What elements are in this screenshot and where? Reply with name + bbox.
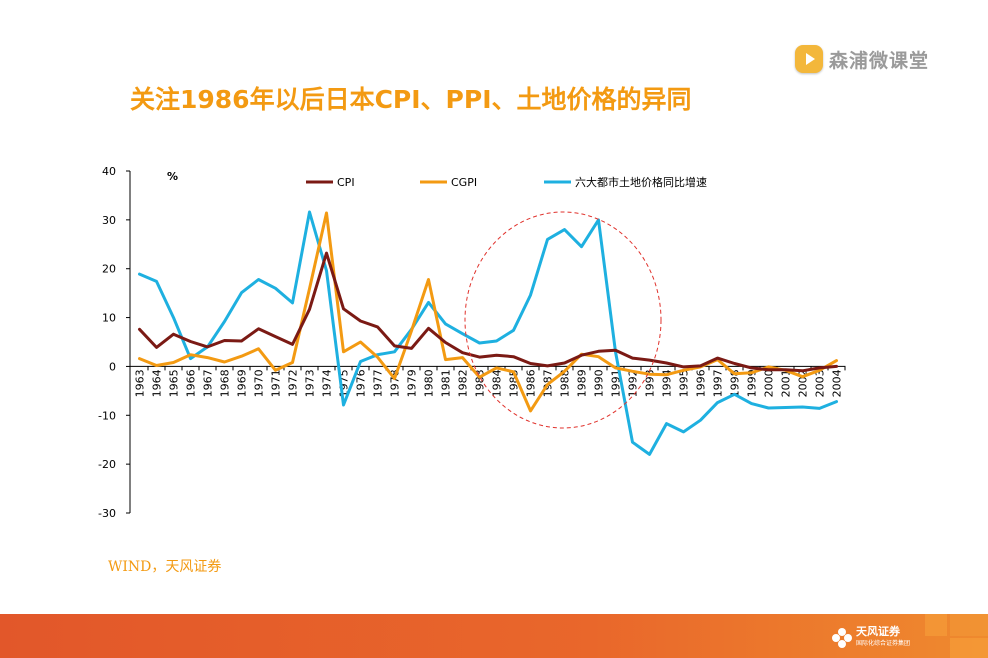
x-tick-label: 2000	[763, 369, 776, 397]
flower-icon	[832, 628, 852, 648]
x-tick-label: 1967	[202, 369, 215, 397]
x-tick-label: 2004	[831, 369, 844, 397]
x-tick-label: 1976	[355, 369, 368, 397]
x-tick-label: 1984	[491, 369, 504, 397]
x-tick-label: 1964	[151, 369, 164, 397]
x-tick-label: 1998	[729, 369, 742, 397]
brand-name: 森浦微课堂	[829, 49, 930, 72]
footer-logo: 天风证券 国际化综合证券集团	[832, 626, 910, 650]
y-tick-label: 10	[102, 312, 116, 325]
x-tick-label: 1996	[695, 369, 708, 397]
line-chart: 40 30 20 10 0 -10 -20 -30% 1963 1964 1965 1966 1967 1…	[98, 165, 846, 520]
unit-label: %	[167, 170, 178, 183]
x-tick-label: 1969	[236, 369, 249, 397]
x-tick-label: 1992	[627, 369, 640, 397]
x-tick-label: 2001	[780, 369, 793, 397]
series-line-1	[138, 251, 838, 373]
x-tick-label: 1970	[253, 369, 266, 397]
x-tick-label: 1994	[661, 369, 674, 397]
x-tick-label: 1966	[185, 369, 198, 397]
x-tick-label: 1981	[440, 369, 453, 397]
x-tick-label: 1965	[168, 369, 181, 397]
x-tick-label: 1977	[372, 369, 385, 397]
x-tick-label: 1974	[321, 369, 334, 397]
x-tick-label: 1995	[678, 369, 691, 397]
series-line-2	[138, 211, 838, 413]
footer-logo-sub: 国际化综合证券集团	[856, 640, 911, 647]
x-tick-label: 1972	[287, 369, 300, 397]
x-tick-label: 1997	[712, 369, 725, 397]
footer-bar	[0, 614, 988, 658]
x-tick-label: 1982	[457, 369, 470, 397]
x-tick-label: 1985	[508, 369, 521, 397]
legend-label: CPI	[337, 176, 355, 189]
x-tick-label: 1988	[559, 369, 572, 397]
page-title: 关注1986年以后日本CPI、PPI、土地价格的异同	[130, 85, 692, 114]
y-tick-label: 40	[102, 165, 116, 178]
x-tick-label: 1971	[270, 369, 283, 397]
play-badge-icon	[795, 45, 823, 73]
x-tick-label: 1963	[134, 369, 147, 397]
footer-logo-name: 天风证券	[856, 625, 900, 638]
highlight-circle	[464, 211, 662, 429]
series-line-3	[138, 210, 838, 456]
y-tick-label: -20	[98, 458, 116, 471]
y-tick-label: 20	[102, 263, 116, 276]
x-tick-label: 1980	[423, 369, 436, 397]
x-tick-label: 1968	[219, 369, 232, 397]
x-tick-label: 1989	[576, 369, 589, 397]
y-tick-label: 0	[109, 360, 116, 373]
x-tick-label: 2003	[814, 369, 827, 397]
x-tick-label: 1973	[304, 369, 317, 397]
x-tick-label: 1990	[593, 369, 606, 397]
brand-logo: 森浦微课堂	[795, 44, 929, 74]
y-tick-label: -10	[98, 409, 116, 422]
y-tick-label: -30	[98, 507, 116, 520]
x-tick-label: 1999	[746, 369, 759, 397]
x-tick-label: 1986	[525, 369, 538, 397]
legend-label: CGPI	[451, 176, 477, 189]
x-tick-label: 1979	[406, 369, 419, 397]
legend-label: 六大都市土地价格同比增速	[575, 175, 707, 189]
y-tick-label: 30	[102, 214, 116, 227]
source-note: WIND，天风证券	[108, 559, 222, 575]
